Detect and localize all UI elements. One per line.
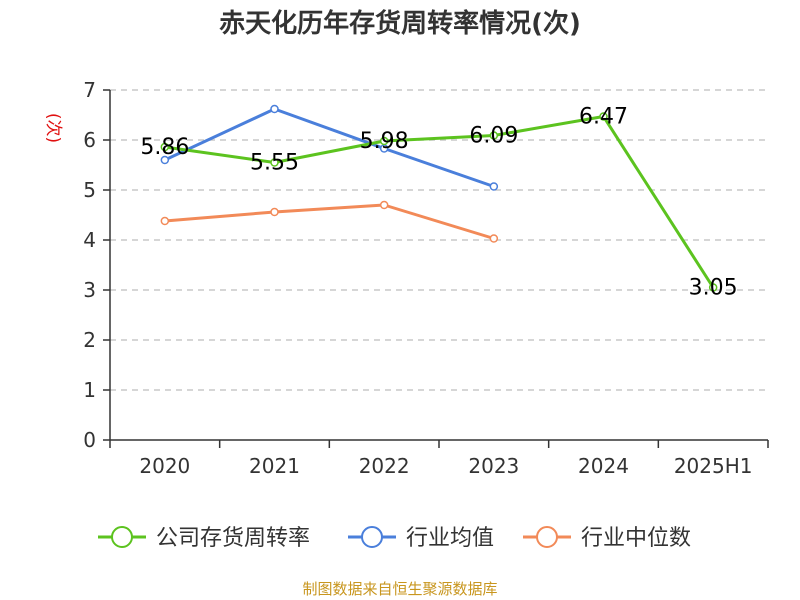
data-point — [489, 131, 499, 140]
data-label: 3.05 — [689, 276, 738, 301]
series-line — [164, 115, 715, 289]
y-tick-label: 0 — [83, 428, 96, 452]
data-point — [379, 136, 389, 146]
legend-marker — [536, 526, 558, 548]
y-tick-label: 1 — [83, 378, 96, 402]
legend-label: 行业均值 — [406, 526, 494, 551]
data-label: 6.09 — [469, 124, 518, 149]
axes — [103, 89, 769, 448]
y-tick-label: 2 — [83, 328, 96, 352]
data-point — [160, 216, 170, 226]
data-point — [160, 155, 170, 165]
data-point — [599, 112, 608, 121]
tick-labels: 0 1 2 3 4 5 6 7 2020 2021 2022 2023 2024 2025H1 — [83, 78, 752, 478]
data-point — [270, 104, 279, 114]
x-tick-label: 2020 — [139, 454, 190, 478]
data-point — [270, 158, 279, 167]
y-tick-label: 6 — [83, 128, 96, 152]
data-point — [160, 142, 170, 152]
data-point — [270, 207, 279, 217]
y-tick-label: 3 — [83, 278, 96, 302]
x-tick-label: 2024 — [578, 454, 629, 478]
y-tick-label: 5 — [83, 178, 96, 202]
series-lines — [160, 104, 718, 292]
data-label: 5.55 — [250, 151, 299, 176]
legend: 公司存货周转率 行业均值 行业中位数 — [98, 526, 691, 551]
series-line — [164, 107, 495, 188]
data-label: 5.86 — [140, 135, 189, 160]
data-point — [708, 283, 718, 292]
data-labels: 5.86 5.55 5.98 6.09 6.47 3.05 — [140, 105, 737, 301]
x-tick-label: 2022 — [359, 454, 410, 478]
legend-label: 公司存货周转率 — [156, 526, 310, 551]
y-axis-label: (次) — [43, 113, 63, 143]
legend-marker — [361, 526, 383, 548]
legend-marker — [111, 526, 133, 548]
data-label: 5.98 — [360, 129, 409, 154]
gridlines — [110, 89, 768, 391]
data-label: 6.47 — [579, 105, 628, 130]
legend-label: 行业中位数 — [581, 526, 691, 551]
data-point — [489, 182, 499, 191]
data-point — [379, 200, 389, 210]
y-tick-label: 7 — [83, 78, 96, 102]
x-tick-label: 2025H1 — [674, 454, 753, 478]
y-tick-label: 4 — [83, 228, 96, 252]
series-line — [164, 203, 495, 240]
x-tick-label: 2023 — [468, 454, 519, 478]
chart-title: 赤天化历年存货周转率情况(次) — [219, 8, 581, 39]
x-tick-label: 2021 — [249, 454, 300, 478]
data-point — [489, 234, 499, 243]
source-note: 制图数据来自恒生聚源数据库 — [302, 580, 497, 598]
